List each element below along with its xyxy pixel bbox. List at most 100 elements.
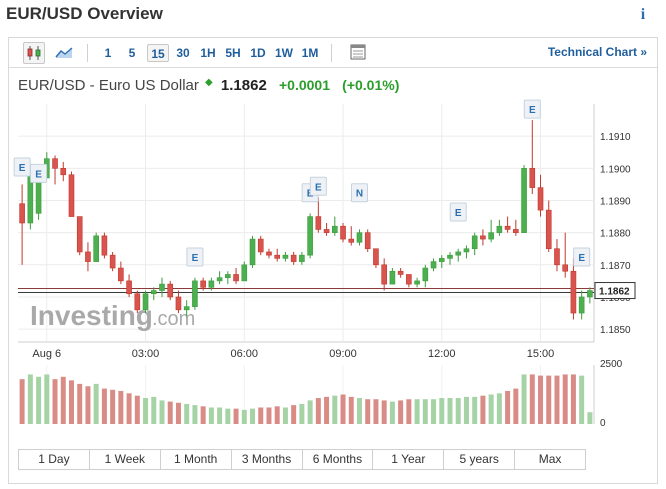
toolbar-divider <box>331 44 332 62</box>
volume-bar <box>414 399 420 424</box>
interval-1[interactable]: 1 <box>104 46 112 60</box>
candle-body <box>529 168 536 188</box>
interval-1m[interactable]: 1M <box>301 46 319 60</box>
candle-body <box>587 290 593 298</box>
volume-bar <box>332 395 338 424</box>
volume-bar <box>389 401 395 424</box>
range-1-month[interactable]: 1 Month <box>161 450 232 469</box>
candle-body <box>290 254 297 262</box>
area-chart-icon[interactable] <box>53 42 75 64</box>
volume-bar <box>505 390 511 424</box>
candle-body <box>249 238 256 266</box>
candle-body <box>76 216 83 253</box>
candle-body <box>85 251 91 262</box>
volume-bar <box>134 395 140 424</box>
y-tick-label: 1.1880 <box>600 229 631 240</box>
candle-body <box>134 293 141 311</box>
y-tick-label: 1.1870 <box>600 261 631 272</box>
candle-body <box>52 158 58 169</box>
event-marker <box>186 247 204 267</box>
interval-1d[interactable]: 1D <box>250 46 266 60</box>
candle-body <box>19 203 25 224</box>
volume-bar <box>68 380 74 424</box>
volume-bar <box>562 374 568 424</box>
volume-bar <box>19 379 25 424</box>
volume-bar <box>472 396 478 424</box>
volume-tick-label: 2500 <box>600 359 623 370</box>
candle-body <box>381 264 387 285</box>
candle-body <box>537 187 544 211</box>
volume-bar <box>554 375 560 424</box>
candle-body <box>183 306 190 311</box>
range-1-year[interactable]: 1 Year <box>373 450 445 469</box>
candle-body <box>480 235 486 240</box>
chart-toolbar: 1 5 15 30 1H 5H 1D 1W 1M Technical Chart… <box>9 38 657 68</box>
volume-bar <box>521 374 527 424</box>
event-marker <box>309 176 327 196</box>
volume-bar <box>587 412 593 424</box>
candle-body <box>389 270 396 285</box>
volume-bar <box>44 374 50 424</box>
range-1-week[interactable]: 1 Week <box>90 450 161 469</box>
interval-30[interactable]: 30 <box>176 46 190 60</box>
volume-bar <box>365 399 371 424</box>
range-1-day[interactable]: 1 Day <box>19 450 90 469</box>
volume-bar <box>373 399 379 424</box>
x-tick-label: 03:00 <box>132 348 160 360</box>
candle-body <box>150 290 157 295</box>
technical-chart-link[interactable]: Technical Chart » <box>547 45 647 59</box>
candle-body <box>274 254 281 259</box>
candle-body <box>225 274 231 278</box>
up-arrow-icon: ◆ <box>205 77 213 88</box>
toolbar-divider <box>87 44 88 62</box>
interval-5h[interactable]: 5H <box>225 46 241 60</box>
range-6-months[interactable]: 6 Months <box>303 450 374 469</box>
chart-panel <box>8 37 658 484</box>
info-icon[interactable]: i <box>640 6 646 23</box>
interval-5[interactable]: 5 <box>128 46 136 60</box>
candle-body <box>570 270 577 314</box>
volume-bar <box>274 406 280 424</box>
range-5-years[interactable]: 5 years <box>444 450 516 469</box>
candle-body <box>126 280 132 295</box>
interval-1w[interactable]: 1W <box>275 46 293 60</box>
candle-body <box>554 248 560 266</box>
volume-bar <box>77 383 83 424</box>
candlestick-icon[interactable] <box>23 42 45 64</box>
candle-body <box>397 270 404 275</box>
volume-bar <box>184 403 190 424</box>
volume-bar <box>101 388 107 424</box>
volume-bar <box>570 374 576 424</box>
candle-body <box>364 232 371 250</box>
table-icon[interactable] <box>347 42 369 64</box>
event-marker-label: E <box>529 105 536 116</box>
volume-bar <box>546 375 552 424</box>
candle-body <box>167 283 174 298</box>
candle-body <box>315 216 322 230</box>
candle-body <box>578 296 585 314</box>
volume-bar <box>348 396 354 424</box>
interval-15[interactable]: 15 <box>147 44 169 62</box>
interval-1h[interactable]: 1H <box>200 46 216 60</box>
volume-bar <box>529 374 535 424</box>
candle-body <box>348 238 355 243</box>
range-3-months[interactable]: 3 Months <box>232 450 303 469</box>
volume-bar <box>27 374 33 424</box>
volume-bar <box>496 393 502 424</box>
investing-watermark-suffix: .com <box>152 308 195 330</box>
candle-body <box>282 254 289 259</box>
candle-body <box>513 229 519 233</box>
candle-body <box>438 258 445 262</box>
volume-bar <box>175 402 181 424</box>
volume-bar <box>110 389 116 424</box>
volume-bar <box>233 408 239 424</box>
price-change-percent: (+0.01%) <box>342 77 400 93</box>
volume-bar <box>200 406 206 424</box>
candle-body <box>504 225 511 230</box>
instrument-name: EUR/USD - Euro US Dollar <box>18 77 199 94</box>
volume-bar <box>324 396 330 424</box>
volume-bar <box>118 390 124 424</box>
range-max[interactable]: Max <box>538 452 562 466</box>
event-marker <box>449 202 467 222</box>
